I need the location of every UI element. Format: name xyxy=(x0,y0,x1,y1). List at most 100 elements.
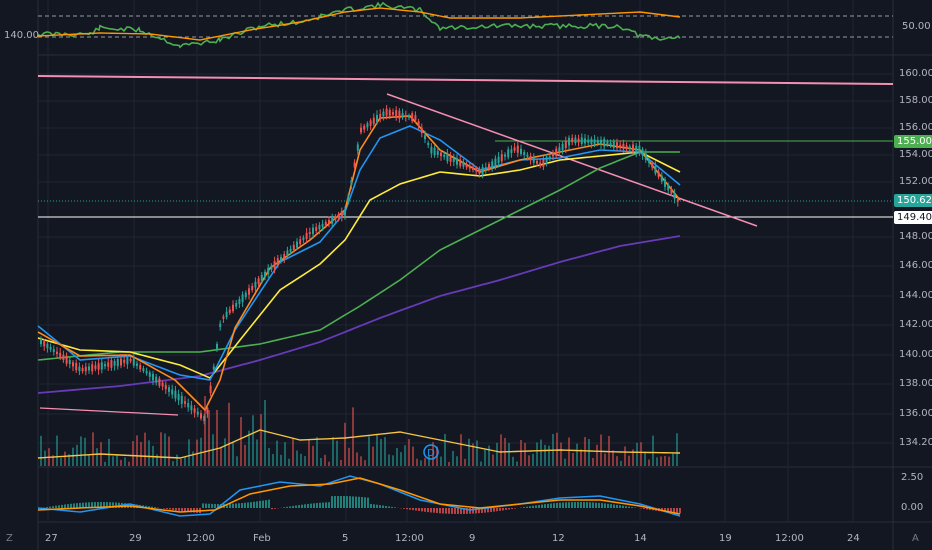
candle-body xyxy=(379,114,382,119)
macd-histogram-bar xyxy=(241,503,243,508)
volume-bar xyxy=(440,456,442,466)
auto-scale-button[interactable]: A xyxy=(912,533,919,544)
candle-body xyxy=(574,137,577,144)
volume-bar xyxy=(184,456,186,466)
macd-histogram-bar xyxy=(112,502,114,508)
volume-bar xyxy=(172,461,174,466)
resistance-trendline xyxy=(37,75,894,85)
macd-histogram-bar xyxy=(616,504,618,508)
volume-bar xyxy=(108,438,110,466)
volume-bar xyxy=(388,454,390,466)
candle-body xyxy=(81,368,84,372)
time-tick: 12 xyxy=(552,533,565,544)
candle-body xyxy=(347,198,350,202)
macd-histogram-bar xyxy=(94,502,96,508)
macd-histogram-bar xyxy=(430,508,432,513)
candle-body xyxy=(654,166,657,174)
candle-body xyxy=(616,142,618,149)
macd-histogram-bar xyxy=(109,502,111,508)
volume-bar xyxy=(308,439,310,466)
candle-body xyxy=(369,120,372,126)
candle-body xyxy=(660,175,663,182)
macd-histogram-bar xyxy=(580,502,582,508)
volume-bar xyxy=(96,448,98,466)
macd-histogram-bar xyxy=(343,496,345,508)
volume-bar xyxy=(496,442,498,466)
volume-bar xyxy=(164,433,166,466)
macd-histogram-bar xyxy=(91,502,93,508)
volume-bar xyxy=(92,432,94,466)
time-tick: 27 xyxy=(45,533,58,544)
candle-body xyxy=(43,341,46,347)
volume-bar xyxy=(336,440,338,466)
volume-bar xyxy=(132,441,134,466)
candle-body xyxy=(75,362,78,371)
candle-body xyxy=(481,167,484,175)
candle-body xyxy=(353,162,356,168)
volume-bar xyxy=(328,461,330,466)
volume-bar xyxy=(232,441,234,466)
macd-histogram-bar xyxy=(646,508,648,510)
volume-bar xyxy=(520,439,522,466)
macd-histogram-bar xyxy=(544,504,546,508)
volume-bar xyxy=(180,458,182,466)
volume-bar xyxy=(40,435,42,466)
macd-tick: 0.00 xyxy=(901,502,924,513)
candle-body xyxy=(292,244,295,251)
macd-histogram-bar xyxy=(529,506,531,508)
macd-histogram-bar xyxy=(385,505,387,508)
macd-tick: 2.50 xyxy=(901,472,924,483)
macd-histogram-bar xyxy=(235,503,237,508)
volume-bar xyxy=(224,438,226,466)
volume-bar xyxy=(324,454,326,466)
candle-body xyxy=(478,168,481,174)
candle-body xyxy=(302,237,305,241)
macd-histogram-bar xyxy=(415,508,417,511)
volume-bar xyxy=(636,442,638,466)
macd-histogram-bar xyxy=(550,503,552,508)
macd-histogram-bar xyxy=(145,505,147,508)
candle-body xyxy=(126,357,129,365)
volume-bar xyxy=(248,430,250,466)
macd-histogram-bar xyxy=(55,505,57,508)
volume-bar xyxy=(400,452,402,466)
volume-bar xyxy=(624,446,626,466)
macd-histogram-bar xyxy=(568,502,570,508)
candle-body xyxy=(545,156,548,164)
candle-body xyxy=(132,358,135,366)
macd-histogram-bar xyxy=(304,504,306,508)
volume-bar xyxy=(628,455,630,466)
candle-body xyxy=(504,154,506,157)
candle-body xyxy=(318,225,321,230)
volume-bar xyxy=(484,449,486,466)
volume-bar xyxy=(580,449,582,466)
volume-bar xyxy=(268,447,270,466)
ema-mid-line xyxy=(37,125,681,381)
macd-histogram-bar xyxy=(475,508,477,514)
volume-bar xyxy=(652,435,654,466)
macd-histogram-bar xyxy=(553,503,555,508)
macd-histogram-bar xyxy=(379,505,381,508)
volume-bar xyxy=(508,442,510,466)
candle-body xyxy=(651,163,654,168)
macd-histogram-bar xyxy=(643,508,645,509)
macd-histogram-bar xyxy=(424,508,426,512)
macd-histogram-bar xyxy=(649,508,651,510)
candle-body xyxy=(411,113,414,122)
macd-histogram-bar xyxy=(103,502,105,508)
candle-body xyxy=(59,352,62,358)
candle-body xyxy=(145,370,148,374)
volume-bar xyxy=(44,450,46,466)
volume-bar xyxy=(260,414,262,466)
candle-body xyxy=(49,347,52,350)
price-tick: 146.00 xyxy=(899,260,932,271)
candle-body xyxy=(225,311,228,318)
macd-histogram-bar xyxy=(166,508,168,510)
candle-body xyxy=(238,299,241,305)
macd-histogram-bar xyxy=(469,508,471,514)
zoom-toggle-button[interactable]: Z xyxy=(6,533,13,544)
volume-bar xyxy=(408,439,410,466)
macd-histogram-bar xyxy=(358,496,360,508)
candle-body xyxy=(561,143,564,151)
